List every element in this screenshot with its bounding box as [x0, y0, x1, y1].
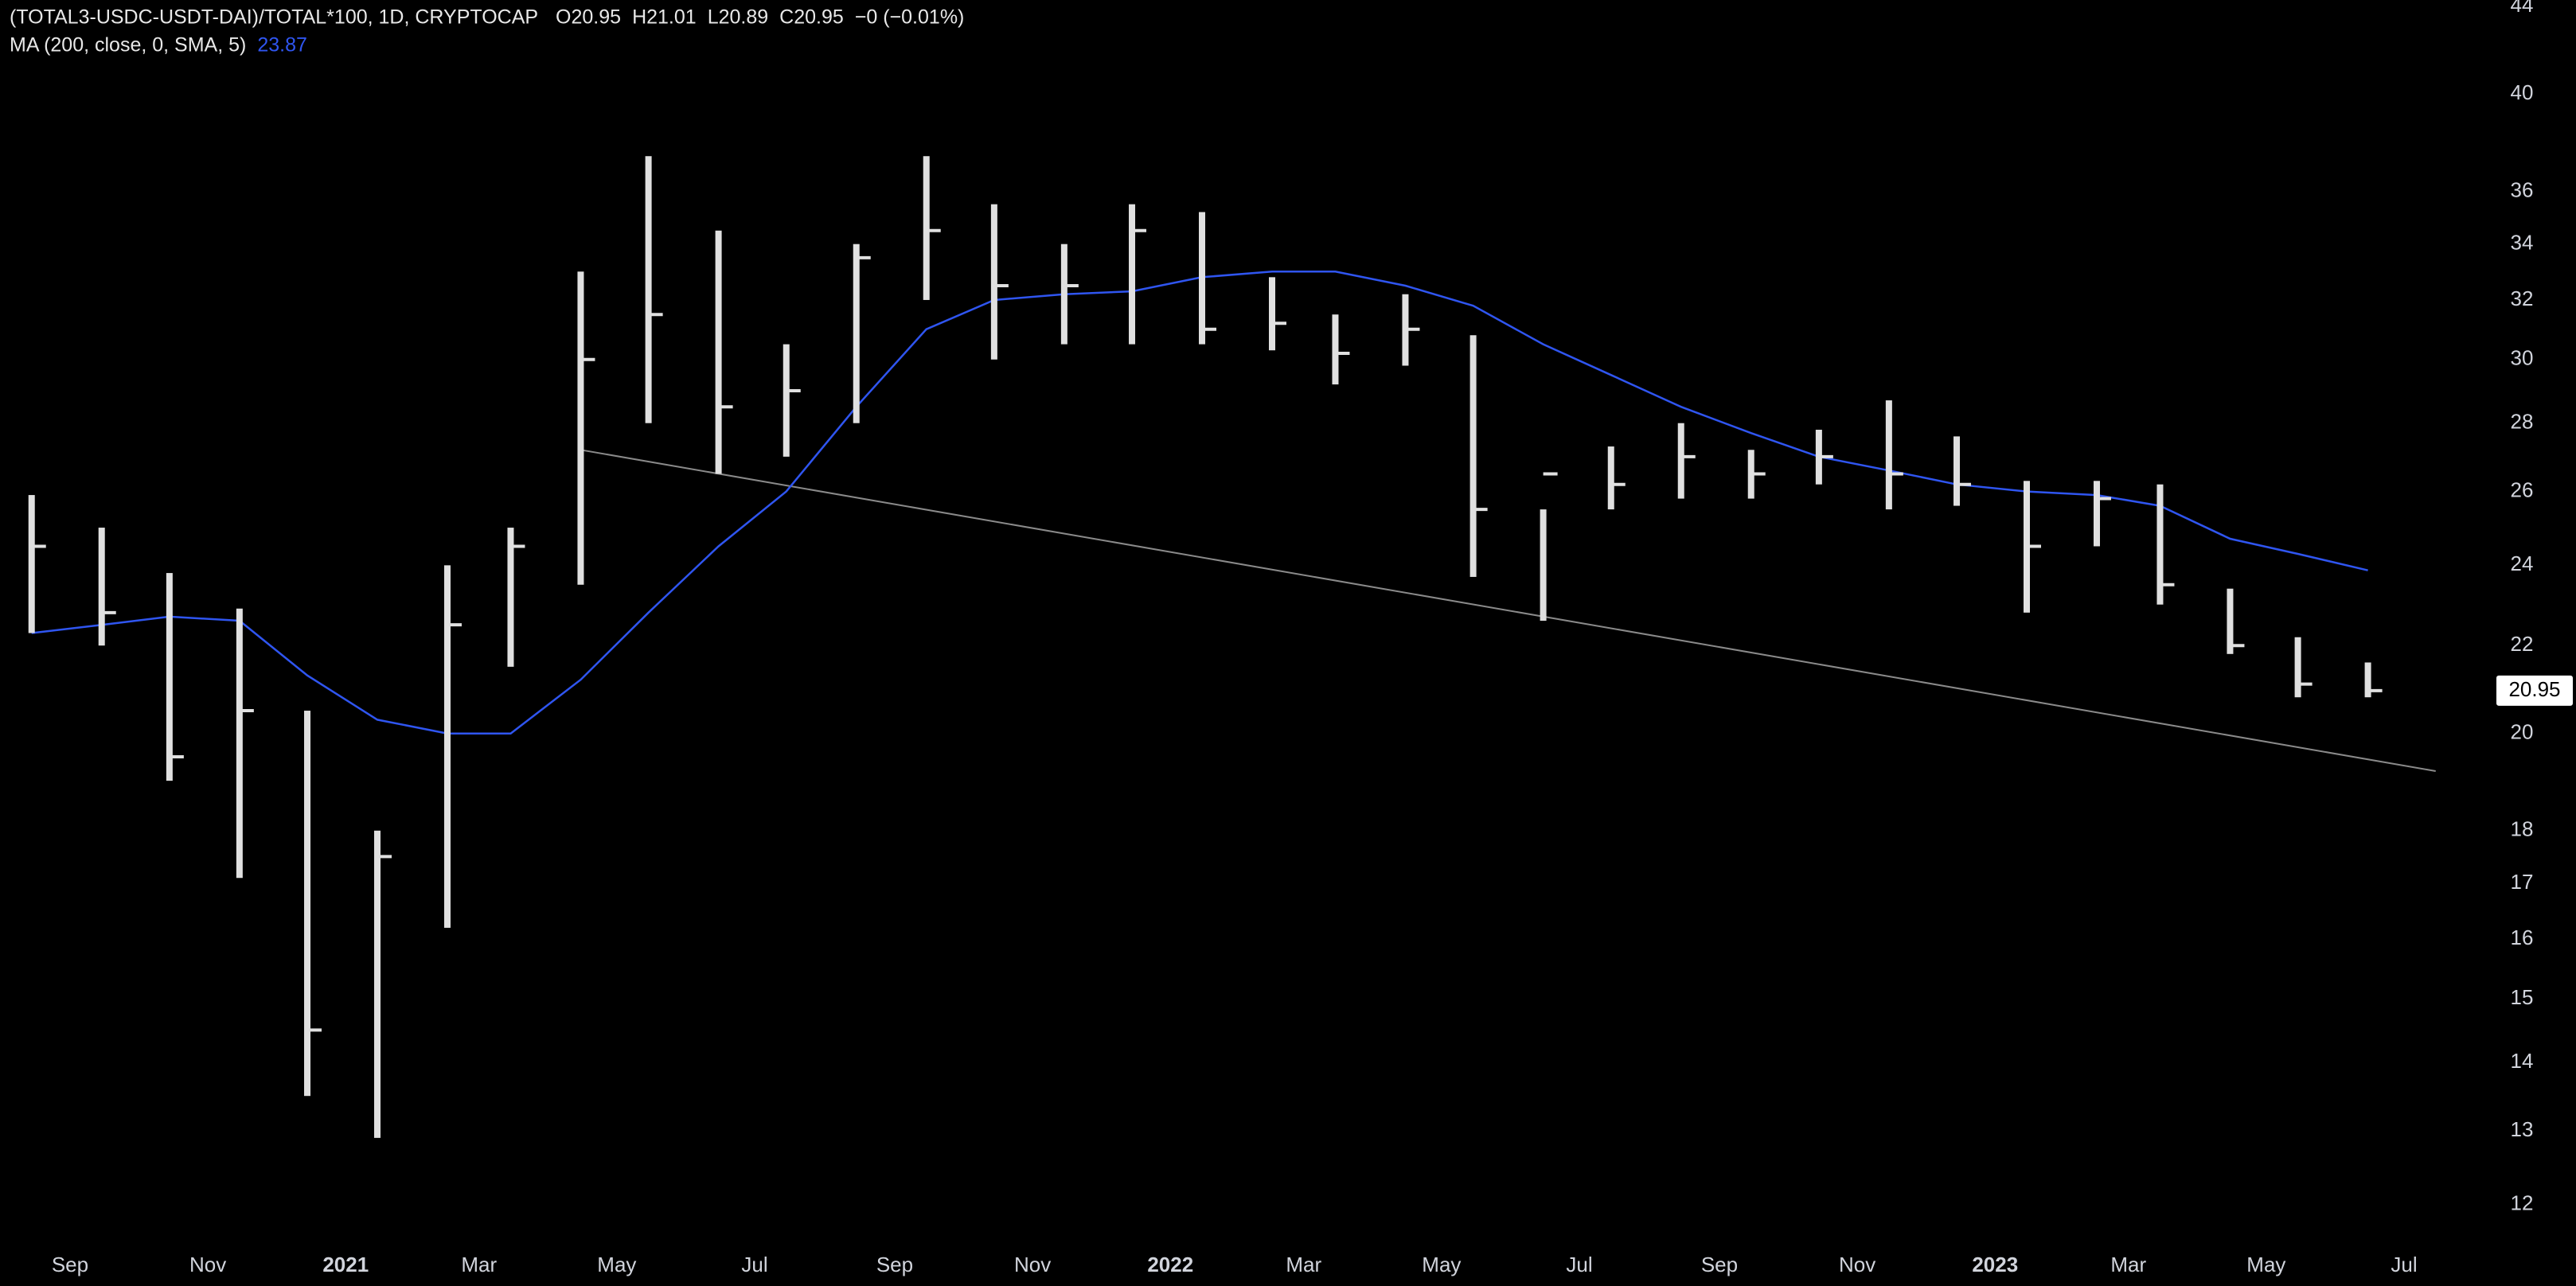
price-bar [1607, 446, 1614, 510]
ohlc-value: H21.01 [632, 6, 697, 29]
price-bar [1199, 212, 1206, 345]
x-tick-label: Jul [1566, 1253, 1592, 1276]
price-bar [443, 565, 451, 928]
price-bar [2227, 588, 2234, 654]
ohlc-value: −0 (−0.01%) [855, 6, 965, 29]
price-bar [577, 271, 584, 585]
price-bar [1885, 400, 1892, 510]
price-bar [166, 573, 173, 781]
y-tick-label: 44 [2511, 0, 2534, 17]
price-bar [645, 156, 652, 423]
price-bar [923, 156, 930, 300]
price-bar [990, 204, 997, 360]
y-tick-label: 40 [2511, 80, 2534, 104]
x-tick-label: May [597, 1253, 636, 1276]
price-bar [715, 230, 722, 474]
chart-title: (TOTAL3-USDC-USDT-DAI)/TOTAL*100, 1D, CR… [10, 6, 538, 29]
y-tick-label: 17 [2511, 870, 2534, 894]
x-tick-label: May [2246, 1253, 2285, 1276]
price-bar [1677, 423, 1684, 499]
price-bar [1332, 314, 1339, 385]
price-bar [783, 344, 790, 457]
x-tick-label: Jul [2391, 1253, 2417, 1276]
y-tick-label: 36 [2511, 177, 2534, 201]
x-tick-label: Nov [1839, 1253, 1875, 1276]
y-tick-label: 26 [2511, 477, 2534, 501]
y-tick-label: 16 [2511, 926, 2534, 949]
price-bar [304, 711, 311, 1097]
ohlc-value: L20.89 [708, 6, 768, 29]
x-tick-label: Sep [876, 1253, 913, 1276]
y-tick-label: 12 [2511, 1191, 2534, 1215]
x-tick-label: Jul [741, 1253, 767, 1276]
y-tick-label: 28 [2511, 410, 2534, 434]
price-bar [1268, 277, 1275, 351]
price-bar [2364, 662, 2371, 698]
y-tick-label: 34 [2511, 231, 2534, 255]
x-tick-label: Nov [1014, 1253, 1051, 1276]
y-tick-label: 32 [2511, 286, 2534, 310]
price-bar [2294, 637, 2301, 698]
x-tick-label: Mar [1286, 1253, 1321, 1276]
x-tick-label: Nov [189, 1253, 226, 1276]
x-tick-label: May [1422, 1253, 1461, 1276]
price-bar [1129, 204, 1136, 345]
y-tick-label: 13 [2511, 1117, 2534, 1141]
price-bar [2093, 481, 2100, 547]
x-tick-label: 2022 [1147, 1253, 1193, 1276]
ohlc-value: C20.95 [779, 6, 844, 29]
x-tick-label: Sep [52, 1253, 88, 1276]
ma-value: 23.87 [257, 34, 307, 57]
price-bar [507, 528, 514, 667]
price-bar [2156, 484, 2164, 605]
price-bar [28, 495, 35, 633]
x-tick-label: Mar [461, 1253, 497, 1276]
price-bar [1469, 335, 1477, 577]
price-bar [1060, 244, 1067, 345]
y-tick-label: 14 [2511, 1049, 2534, 1073]
ohlc-value: O20.95 [556, 6, 621, 29]
price-bar [1540, 509, 1547, 622]
price-bar [374, 830, 381, 1138]
y-tick-label: 24 [2511, 551, 2534, 575]
price-bar [236, 608, 243, 879]
price-label-box [2496, 675, 2573, 706]
price-label: 20.95 [2508, 677, 2560, 701]
y-tick-label: 15 [2511, 985, 2534, 1009]
x-tick-label: Sep [1701, 1253, 1738, 1276]
y-tick-label: 20 [2511, 720, 2534, 744]
x-tick-label: Mar [2110, 1253, 2146, 1276]
price-bar [98, 528, 105, 646]
y-tick-label: 22 [2511, 632, 2534, 656]
x-tick-label: 2021 [322, 1253, 369, 1276]
y-tick-label: 30 [2511, 346, 2534, 370]
price-bar [1953, 436, 1961, 506]
y-tick-label: 18 [2511, 817, 2534, 841]
trendline [580, 449, 2436, 772]
x-tick-label: 2023 [1972, 1253, 2018, 1276]
ma-legend: MA (200, close, 0, SMA, 5) [10, 34, 246, 57]
price-bar [853, 244, 860, 423]
